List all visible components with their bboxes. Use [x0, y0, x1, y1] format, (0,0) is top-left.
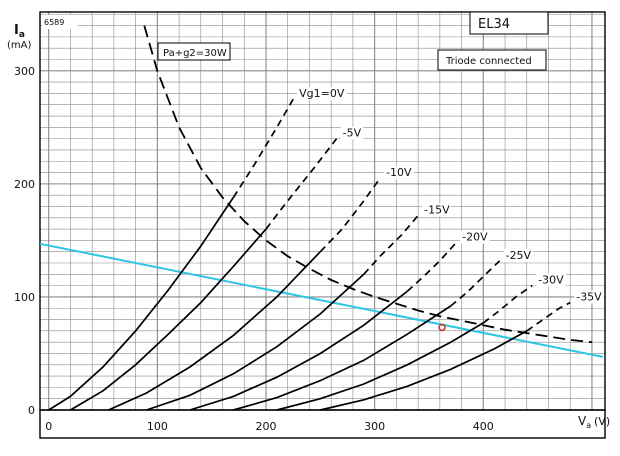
series-label: -20V — [462, 231, 488, 244]
series-curve-solid — [48, 196, 235, 411]
series-curve-solid — [189, 290, 408, 411]
x-axis-symbol: Va — [578, 414, 591, 430]
series-curve-dashed — [265, 138, 338, 230]
series-curve-solid — [108, 251, 321, 411]
series-label: -5V — [343, 127, 362, 140]
dissipation-curve — [143, 25, 593, 344]
curve-labels: Vg1=0V -5V -10V -15V -20V -25V -30V -35V — [297, 87, 604, 304]
figure-number: 6589 — [44, 18, 64, 27]
dissipation-label-box — [157, 42, 231, 61]
series-label: -15V — [424, 204, 450, 217]
series-label-bg — [460, 230, 490, 244]
x-tick-labels: 0 100 200 300 400 — [45, 420, 494, 433]
series-curve-solid — [69, 228, 267, 411]
y-tick-label: 200 — [14, 178, 35, 191]
series-label-bg — [422, 203, 452, 217]
dissipation-label: Pa+g2=30W — [163, 48, 227, 59]
subtitle-box — [437, 49, 547, 71]
x-tick-label: 100 — [147, 420, 168, 433]
series-curve-solid — [320, 330, 528, 411]
x-tick-label: 200 — [256, 420, 277, 433]
series-curve-dashed — [526, 301, 571, 332]
y-axis-unit: (mA) — [7, 40, 31, 51]
series-curve-solid — [146, 273, 365, 411]
series-label: -30V — [538, 274, 564, 287]
y-tick-label: 100 — [14, 291, 35, 304]
grid — [40, 12, 605, 411]
series-curve-dashed — [363, 214, 419, 275]
series-curve-solid — [276, 322, 484, 411]
series-label-bg — [574, 290, 604, 304]
chart-title: EL34 — [478, 17, 510, 32]
x-axis-unit: (V) — [594, 415, 610, 428]
figure-number-bg — [42, 15, 78, 29]
y-axis-symbol: Ia — [14, 23, 25, 40]
series-label-bg — [297, 87, 347, 101]
series-label: Vg1=0V — [299, 87, 345, 100]
y-tick-label: 300 — [14, 65, 35, 78]
title-box — [469, 11, 549, 35]
chart-subtitle: Triode connected — [445, 56, 532, 67]
x-tick-label: 0 — [45, 420, 52, 433]
series-label-bg — [384, 166, 414, 180]
series-label-bg — [503, 248, 534, 262]
series-label: -25V — [506, 249, 532, 262]
series-curve-solid — [233, 305, 452, 411]
operating-point-marker — [438, 323, 446, 332]
load-line — [39, 242, 603, 358]
x-tick-label: 400 — [473, 420, 494, 433]
y-tick-labels: 0 100 200 300 — [14, 65, 35, 417]
curves — [39, 25, 603, 411]
series-label-bg — [536, 273, 566, 287]
series-label: -10V — [386, 166, 412, 179]
series-label: -35V — [576, 291, 602, 304]
x-tick-label: 300 — [364, 420, 385, 433]
series-curve-dashed — [232, 98, 294, 198]
y-tick-label: 0 — [28, 404, 35, 417]
series-label-bg — [340, 126, 364, 140]
series-curve-dashed — [482, 284, 533, 324]
series-curve-dashed — [319, 177, 381, 253]
